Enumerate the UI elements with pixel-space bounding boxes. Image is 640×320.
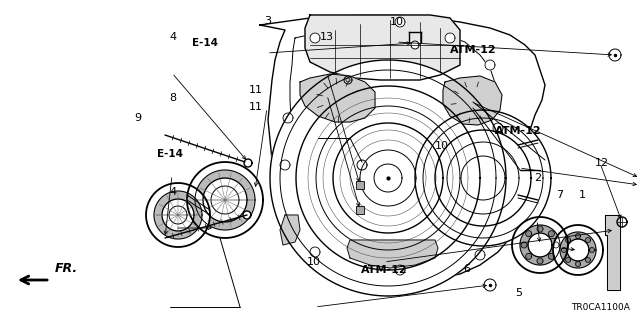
Polygon shape xyxy=(395,17,405,27)
Polygon shape xyxy=(445,33,455,43)
Bar xyxy=(356,181,364,189)
Polygon shape xyxy=(521,242,527,248)
Text: 4: 4 xyxy=(169,32,177,42)
Text: ATM-12: ATM-12 xyxy=(361,265,407,276)
Polygon shape xyxy=(567,239,589,261)
Polygon shape xyxy=(575,234,580,238)
Text: 4: 4 xyxy=(169,187,177,197)
Polygon shape xyxy=(244,159,252,167)
Polygon shape xyxy=(146,183,210,247)
Polygon shape xyxy=(575,261,580,267)
Polygon shape xyxy=(548,253,554,259)
Text: 10: 10 xyxy=(435,140,449,151)
Polygon shape xyxy=(162,199,194,231)
Polygon shape xyxy=(154,191,202,239)
Polygon shape xyxy=(187,162,263,238)
Polygon shape xyxy=(305,15,460,80)
Polygon shape xyxy=(443,76,502,125)
Text: 10: 10 xyxy=(390,17,404,28)
Polygon shape xyxy=(493,123,503,133)
Text: 11: 11 xyxy=(249,84,263,95)
Polygon shape xyxy=(512,217,568,273)
Polygon shape xyxy=(344,76,352,84)
Text: 13: 13 xyxy=(319,32,333,42)
Polygon shape xyxy=(617,217,627,227)
Polygon shape xyxy=(553,225,603,275)
Polygon shape xyxy=(560,232,596,268)
Polygon shape xyxy=(520,225,560,265)
Polygon shape xyxy=(566,257,571,262)
Text: 8: 8 xyxy=(169,92,177,103)
Polygon shape xyxy=(537,258,543,264)
Polygon shape xyxy=(411,41,419,49)
Polygon shape xyxy=(525,253,532,259)
Polygon shape xyxy=(548,231,554,237)
Text: ATM-12: ATM-12 xyxy=(451,44,497,55)
Polygon shape xyxy=(485,60,495,70)
Polygon shape xyxy=(561,247,566,252)
Polygon shape xyxy=(300,74,375,122)
Text: FR.: FR. xyxy=(55,261,78,275)
Bar xyxy=(356,206,364,214)
Polygon shape xyxy=(243,211,251,219)
Polygon shape xyxy=(203,178,247,222)
Polygon shape xyxy=(280,160,290,170)
Text: E-14: E-14 xyxy=(157,148,182,159)
Text: 1: 1 xyxy=(579,190,586,200)
Text: ATM-12: ATM-12 xyxy=(495,126,541,136)
Polygon shape xyxy=(537,226,543,232)
Polygon shape xyxy=(605,215,620,290)
Text: 9: 9 xyxy=(134,113,141,124)
Polygon shape xyxy=(195,170,255,230)
Polygon shape xyxy=(589,247,595,252)
Text: 2: 2 xyxy=(534,172,541,183)
Polygon shape xyxy=(310,33,320,43)
Polygon shape xyxy=(566,238,571,243)
Polygon shape xyxy=(525,231,532,237)
Polygon shape xyxy=(586,257,590,262)
Polygon shape xyxy=(310,247,320,257)
Text: 6: 6 xyxy=(464,264,470,274)
Polygon shape xyxy=(395,265,405,275)
Polygon shape xyxy=(609,49,621,61)
Polygon shape xyxy=(270,60,506,296)
Polygon shape xyxy=(280,215,300,245)
Polygon shape xyxy=(357,160,367,170)
Text: 3: 3 xyxy=(264,16,271,26)
Text: 5: 5 xyxy=(515,288,522,298)
Polygon shape xyxy=(553,242,559,248)
Text: TR0CA1100A: TR0CA1100A xyxy=(571,303,630,312)
Polygon shape xyxy=(586,238,590,243)
Polygon shape xyxy=(283,113,293,123)
Text: E-14: E-14 xyxy=(192,38,218,48)
Text: 10: 10 xyxy=(307,257,321,268)
Polygon shape xyxy=(415,110,551,246)
Text: 7: 7 xyxy=(556,190,564,200)
Text: 12: 12 xyxy=(595,158,609,168)
Text: 11: 11 xyxy=(249,102,263,112)
Polygon shape xyxy=(484,279,496,291)
Polygon shape xyxy=(260,15,545,280)
Polygon shape xyxy=(528,233,552,257)
Polygon shape xyxy=(475,250,485,260)
Polygon shape xyxy=(347,240,438,268)
